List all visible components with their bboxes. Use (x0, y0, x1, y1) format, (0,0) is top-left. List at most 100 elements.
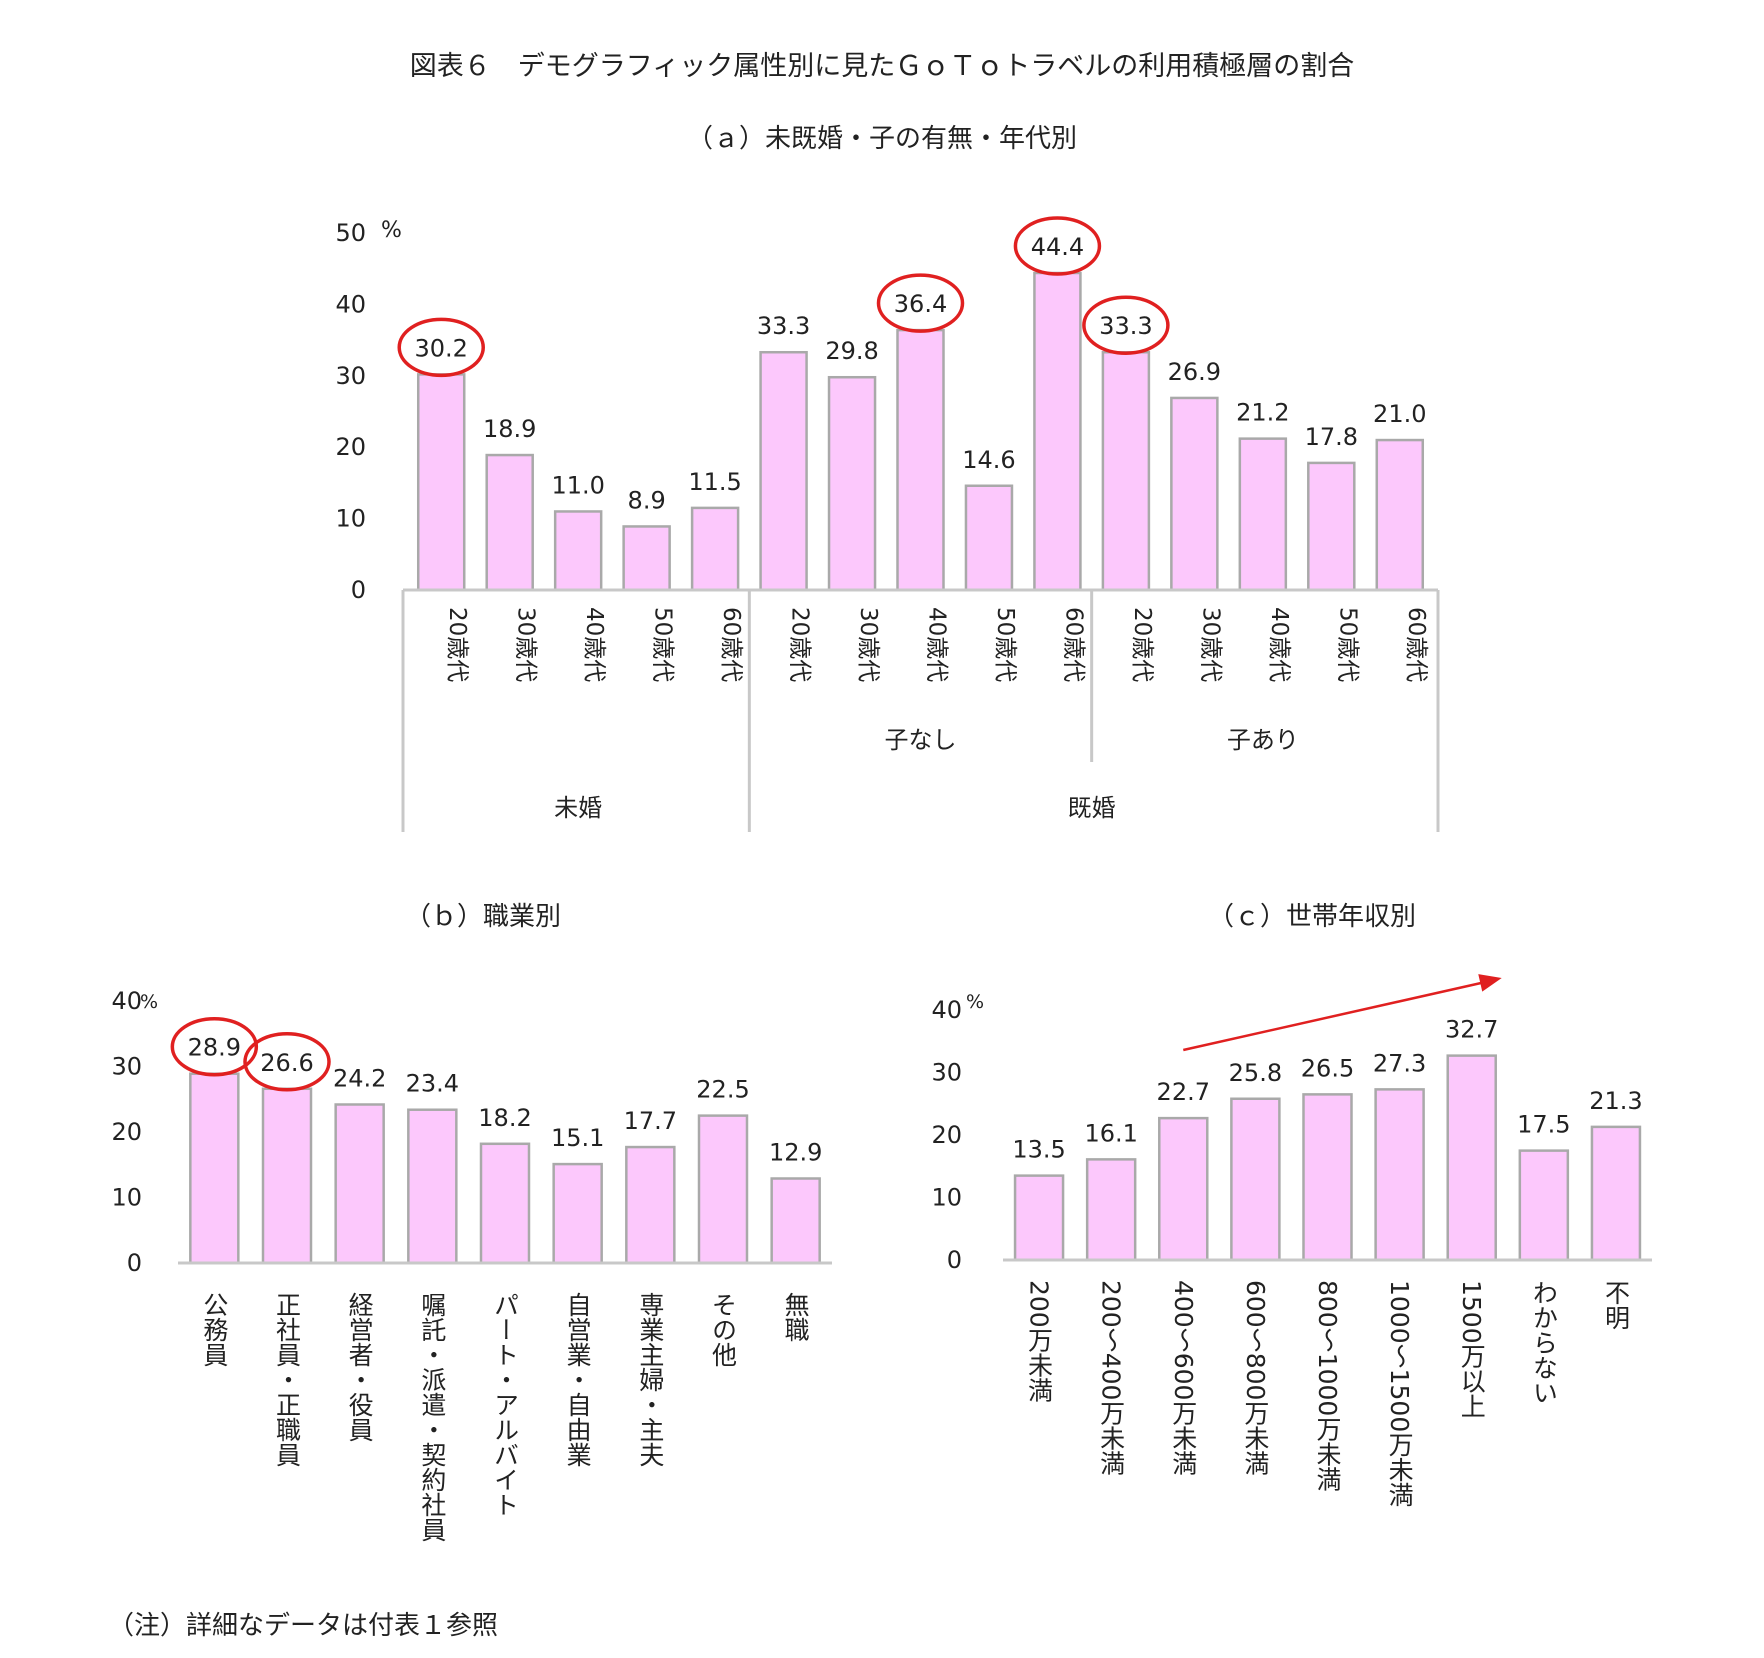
chart-c-data-label: 32.7 (1445, 1016, 1498, 1044)
chart-a-data-label: 44.4 (1031, 233, 1084, 261)
chart-c-y-tick-label: 0 (947, 1246, 962, 1274)
chart-a-data-label: 8.9 (628, 486, 666, 514)
chart-a-y-tick-label: 50 (335, 219, 366, 247)
chart-b-data-label: 24.2 (333, 1064, 386, 1092)
chart-b-bar (334, 1103, 385, 1265)
chart-b-category-label: その他 (709, 1292, 738, 1367)
chart-b-data-label: 18.2 (478, 1104, 531, 1132)
chart-a-data-label: 11.0 (551, 471, 604, 499)
chart-a-group-label: 未婚 (554, 794, 602, 822)
chart-a-data-label: 36.4 (894, 290, 947, 318)
chart-c-data-label: 17.5 (1517, 1111, 1570, 1139)
chart-a-data-label: 29.8 (825, 337, 878, 365)
chart-c-data-label: 13.5 (1012, 1136, 1065, 1164)
chart-a-data-label: 21.2 (1236, 399, 1289, 427)
chart-b-highlight-circle (170, 1016, 259, 1077)
chart-c-y-tick-label: 40 (931, 996, 962, 1024)
chart-b-data-label: 22.5 (696, 1076, 749, 1104)
chart-c-category-label: 不明 (1601, 1280, 1630, 1330)
chart-c-y-tick-label: 10 (931, 1184, 962, 1212)
chart-b-bar (479, 1142, 531, 1265)
chart-a-category-label: 20歳代 (787, 607, 813, 682)
chart-b-y-tick-label: 20 (111, 1118, 142, 1146)
chart-b-data-label: 28.9 (188, 1034, 241, 1062)
chart-c-data-label: 26.5 (1301, 1054, 1354, 1082)
chart-a-bar (964, 484, 1014, 592)
chart-b-data-label: 12.9 (769, 1139, 822, 1167)
chart-c-bar (1158, 1116, 1209, 1262)
chart-b-y-tick-label: 30 (111, 1053, 142, 1081)
chart-b-data-label: 23.4 (406, 1070, 459, 1098)
chart-a-highlight-circle (1013, 216, 1102, 276)
chart-b-y-tick-label: 10 (111, 1184, 142, 1212)
chart-a-data-label: 11.5 (688, 468, 741, 496)
chart-c-bar (1230, 1097, 1281, 1262)
chart-a-group-label: 子なし (885, 726, 957, 754)
chart-c-unit-label: % (966, 991, 984, 1013)
chart-b-category-label: パート・アルバイト (491, 1292, 520, 1517)
chart-c-category-label: 600～800万未満 (1241, 1280, 1270, 1475)
chart-b-data-label: 17.7 (624, 1107, 677, 1135)
chart-c-y-tick-label: 30 (931, 1059, 962, 1087)
chart-b-category-label: 公務員 (200, 1292, 229, 1367)
footnote: （注）詳細なデータは付表１参照 (108, 1611, 499, 1641)
chart-a-category-label: 20歳代 (1129, 607, 1155, 682)
chart-c-bar (1446, 1054, 1497, 1262)
figure-title: 図表６ デモグラフィック属性別に見たＧｏＴｏトラベルの利用積極層の割合 (409, 51, 1355, 82)
chart-b-category-label: 経営者・役員 (345, 1292, 374, 1442)
chart-a-highlight-circle (397, 317, 485, 378)
chart-a-highlight-circle (1082, 295, 1170, 355)
chart-b-data-label: 15.1 (551, 1124, 604, 1152)
chart-a-unit-label: % (381, 218, 402, 243)
chart-a-bar (622, 525, 671, 592)
chart-c-category-label: 200万未満 (1025, 1280, 1054, 1403)
chart-c-data-label: 22.7 (1157, 1078, 1210, 1106)
chart-b-highlight-circle (243, 1032, 331, 1092)
chart-b-category-label: 正社員・正職員 (273, 1292, 302, 1467)
chart-a-data-label: 14.6 (962, 446, 1015, 474)
chart-c-bar (1518, 1149, 1570, 1262)
chart-c-data-label: 25.8 (1229, 1059, 1282, 1087)
chart-a-bar (1307, 461, 1356, 592)
chart-c-bar (1302, 1093, 1353, 1262)
chart-a-bar (896, 328, 945, 592)
chart-b-category-label: 自営業・自由業 (563, 1292, 592, 1467)
chart-a-category-label: 40歳代 (581, 607, 607, 682)
chart-a-category-label: 30歳代 (513, 607, 539, 682)
chart-a-y-tick-label: 40 (335, 290, 366, 318)
chart-b-category-label: 嘱託・派遣・契約社員 (418, 1292, 447, 1542)
chart-a-data-label: 21.0 (1373, 400, 1426, 428)
chart-c-category-label: 1500万以上 (1457, 1280, 1486, 1419)
chart-a-highlight-circle (876, 273, 965, 333)
chart-b-bar (407, 1108, 458, 1265)
chart-a-category-label: 20歳代 (444, 607, 470, 682)
chart-a-bar (827, 375, 877, 592)
chart-c-data-label: 21.3 (1589, 1087, 1642, 1115)
chart-a-category-label: 50歳代 (650, 607, 676, 682)
chart-b-category-label: 無職 (781, 1292, 810, 1342)
chart-a-subtitle: （ａ）未既婚・子の有無・年代別 (686, 124, 1077, 154)
chart-b-bar (770, 1177, 821, 1265)
chart-a-y-tick-label: 0 (351, 576, 366, 604)
chart-a-data-label: 26.9 (1168, 358, 1221, 386)
chart-a-data-label: 30.2 (415, 334, 468, 362)
chart-b-y-tick-label: 0 (127, 1249, 142, 1277)
chart-c-bar (1590, 1125, 1642, 1262)
chart-a-y-tick-label: 30 (335, 362, 366, 390)
chart-c-category-label: 200～400万未満 (1097, 1280, 1126, 1475)
chart-a-bar (416, 373, 466, 592)
chart-a-category-label: 30歳代 (1197, 607, 1223, 682)
chart-c-category-label: 800～1000万未満 (1313, 1280, 1342, 1491)
chart-a-category-label: 40歳代 (924, 607, 950, 682)
chart-b-subtitle: （ｂ）職業別 (405, 902, 562, 932)
chart-a-category-label: 40歳代 (1266, 607, 1292, 682)
chart-b-data-label: 26.6 (260, 1049, 313, 1077)
chart-c-bar (1085, 1158, 1137, 1262)
chart-c-data-label: 16.1 (1084, 1119, 1137, 1147)
chart-c-trend-arrow (1183, 980, 1488, 1052)
chart-b-category-label: 専業主婦・主夫 (636, 1292, 665, 1467)
chart-a-bar (1101, 350, 1151, 592)
